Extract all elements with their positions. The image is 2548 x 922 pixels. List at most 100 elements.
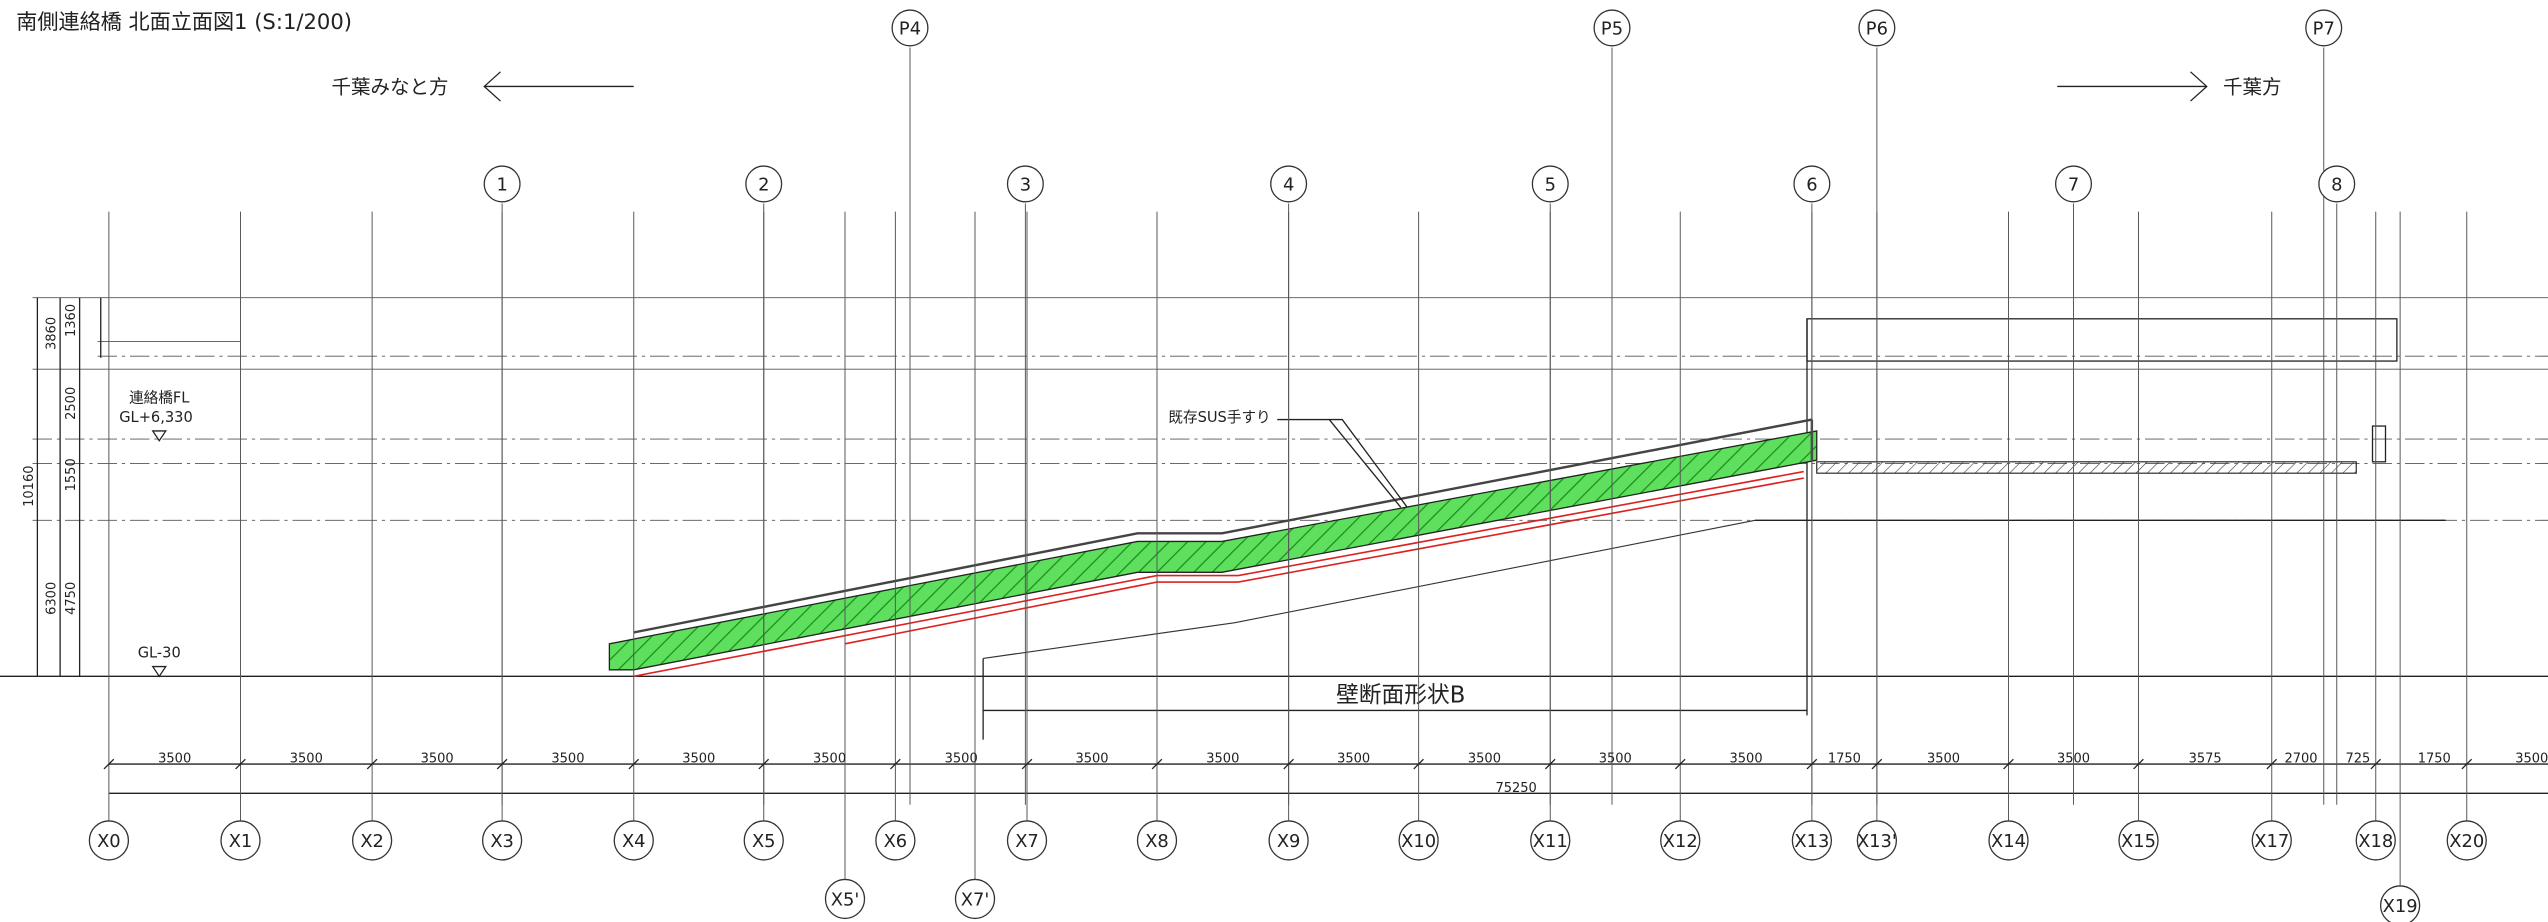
dim-text: 3860 — [45, 317, 60, 350]
dim-text: 3500 — [1468, 752, 1501, 767]
dim-text: 3500 — [1337, 752, 1370, 767]
grid-label: P6 — [1866, 19, 1888, 40]
grid-bubble — [1791, 820, 1833, 861]
grid-label: 6 — [1806, 175, 1817, 196]
dim-text: 3500 — [551, 752, 584, 767]
grid-label: X5 — [752, 831, 776, 852]
grid-bubble — [483, 165, 521, 203]
grid-label: X3 — [490, 831, 514, 852]
dim-total: 75250 — [1495, 781, 1536, 796]
grid-bubble — [2318, 165, 2356, 203]
grid-bubble — [88, 820, 130, 861]
dim-text: 3500 — [1927, 752, 1960, 767]
grid-bubble — [2355, 820, 2396, 861]
dim-text: 6300 — [45, 582, 60, 615]
dim-tick — [2370, 758, 2382, 770]
dim-text: 3500 — [421, 752, 454, 767]
grid-bubble — [1136, 820, 1178, 861]
dim-tick — [2266, 758, 2278, 770]
grid-bubble — [1858, 9, 1896, 47]
grid-label: 2 — [758, 175, 769, 196]
dim-text: 3500 — [1206, 752, 1239, 767]
leader-line — [1277, 418, 1408, 508]
dim-text: 1750 — [1828, 752, 1861, 767]
grid-bubble — [220, 820, 261, 861]
dim-tick — [890, 758, 901, 770]
dim-tick — [1021, 758, 1033, 770]
dim-text: 3500 — [2057, 752, 2090, 767]
direction-right: 千葉方 — [2223, 76, 2282, 99]
grid-bubble — [824, 878, 866, 920]
dim-text: 3500 — [1730, 752, 1763, 767]
grid-label: X18 — [2358, 831, 2393, 852]
grid-label: X5' — [831, 890, 860, 911]
dim-text: 4750 — [64, 582, 79, 615]
grid-bubble — [1006, 165, 1044, 203]
dim-tick — [1871, 758, 1883, 770]
grid-label: X13 — [1794, 831, 1829, 852]
arrow-right — [2057, 71, 2208, 102]
dim-text: 3575 — [2189, 752, 2222, 767]
railing-label: 既存SUS手すり — [1168, 409, 1270, 426]
dim-text: 3500 — [945, 752, 978, 767]
grid-label: X14 — [1991, 831, 2026, 852]
grid-bubble — [2054, 165, 2093, 203]
grid-label: X7 — [1015, 831, 1039, 852]
dim-text: 1550 — [64, 458, 79, 491]
fl-level: GL+6,330 — [119, 409, 193, 426]
dim-text: 3500 — [682, 752, 715, 767]
dim-text: 3500 — [813, 752, 846, 767]
dim-tick — [628, 758, 640, 770]
grid-bubble — [1988, 820, 2029, 861]
grid-bubble — [954, 878, 996, 920]
grid-label: X8 — [1145, 831, 1169, 852]
dim-tick — [103, 758, 115, 770]
grid-label: 4 — [1283, 175, 1294, 196]
grid-bubble — [613, 820, 654, 861]
dim-text: 1750 — [2418, 752, 2451, 767]
grid-label: 8 — [2331, 175, 2342, 196]
grid-label: X19 — [2383, 896, 2418, 917]
grid-bubble — [1530, 820, 1571, 861]
grid-bubble — [351, 820, 393, 861]
dim-text: 725 — [2345, 752, 2370, 767]
dim-text: 3500 — [1599, 752, 1632, 767]
grid-label: X9 — [1277, 831, 1301, 852]
level-mark — [151, 430, 167, 442]
grid-label: X2 — [360, 831, 384, 852]
grid-label: P5 — [1601, 19, 1623, 40]
grid-bubble — [1398, 820, 1439, 861]
dim-tick — [2133, 758, 2144, 770]
grid-label: X11 — [1533, 831, 1568, 852]
grid-bubble — [2305, 9, 2343, 47]
grid-label: P7 — [2313, 19, 2335, 40]
dim-text: 3500 — [2515, 752, 2548, 767]
grid-bubble — [2446, 820, 2487, 861]
stair — [608, 418, 1818, 740]
level-mark — [151, 665, 167, 678]
bridge-deck — [1806, 318, 2398, 716]
grid-label: X12 — [1663, 831, 1698, 852]
dim-tick — [758, 758, 770, 770]
grid-bubble — [1856, 820, 1898, 861]
dim-text: 2700 — [2284, 752, 2317, 767]
grid-label: P4 — [899, 19, 921, 40]
grid-bubble — [1006, 820, 1048, 861]
grid-bubble — [1793, 165, 1831, 203]
dim-tick — [235, 758, 246, 770]
dim-tick — [2003, 758, 2014, 770]
dim-text: 3500 — [1075, 752, 1108, 767]
grid-label: X1 — [229, 831, 253, 852]
grid-label: X13' — [1857, 831, 1897, 852]
dim-tick — [1151, 758, 1163, 770]
dim-text: 3500 — [158, 752, 191, 767]
wall-label: 壁断面形状B — [1336, 682, 1465, 708]
grid-bubble — [1531, 165, 1569, 203]
grid-bubble — [2251, 820, 2292, 861]
dim-text: 2500 — [64, 387, 79, 420]
grid-bubble — [1593, 9, 1631, 47]
grid-label: 1 — [496, 175, 507, 196]
grid-bubble — [481, 820, 523, 861]
grid-bubble — [2379, 885, 2421, 922]
arrow-left — [483, 71, 634, 102]
